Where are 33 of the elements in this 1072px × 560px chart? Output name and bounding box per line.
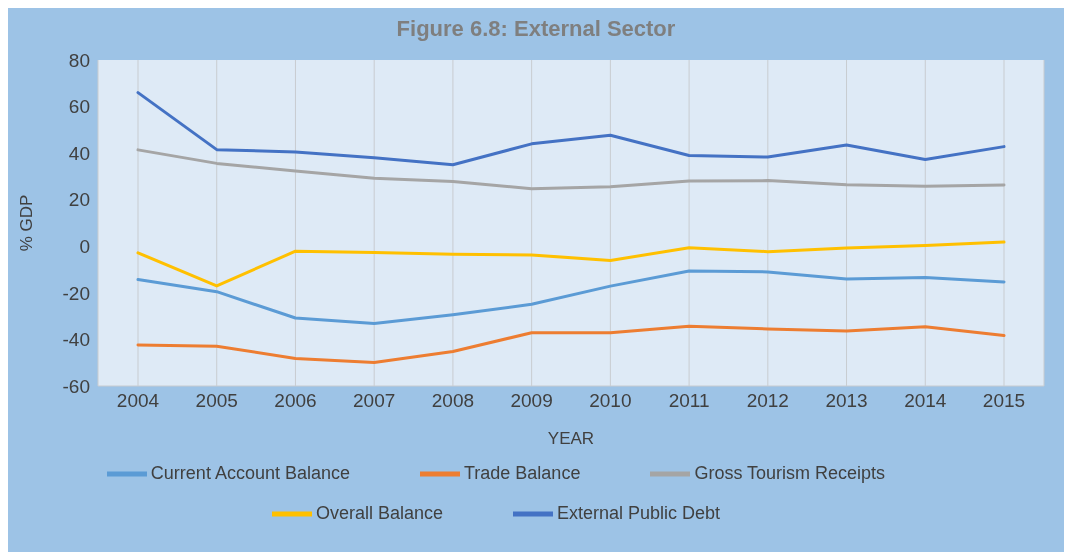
y-tick-label: 40 bbox=[68, 142, 90, 164]
x-tick-label: 2004 bbox=[116, 390, 160, 412]
y-tick-label: -20 bbox=[62, 282, 90, 304]
legend-label: External Public Debt bbox=[556, 502, 721, 523]
x-tick-label: 2010 bbox=[589, 390, 632, 412]
x-axis-title: YEAR bbox=[547, 429, 595, 448]
legend-label: Overall Balance bbox=[315, 502, 443, 523]
y-tick-label: 60 bbox=[68, 96, 90, 118]
x-tick-label: 2013 bbox=[825, 390, 868, 412]
line-series bbox=[136, 91, 1006, 167]
x-tick-label: 2008 bbox=[431, 390, 475, 412]
y-tick-label: 20 bbox=[68, 189, 90, 211]
legend-label: Current Account Balance bbox=[150, 462, 350, 483]
line-series bbox=[136, 148, 1006, 191]
x-tick-label: 2005 bbox=[195, 390, 238, 412]
y-tick-label: -40 bbox=[62, 329, 90, 351]
chart-title: Figure 6.8: External Sector bbox=[395, 15, 677, 43]
y-tick-label: 0 bbox=[79, 236, 90, 258]
x-tick-label: 2011 bbox=[668, 390, 710, 412]
y-tick-label: 80 bbox=[68, 49, 90, 71]
legend-label: Gross Tourism Receipts bbox=[694, 462, 886, 483]
line-series bbox=[136, 324, 1006, 364]
x-tick-label: 2006 bbox=[274, 390, 317, 412]
x-tick-label: 2015 bbox=[982, 390, 1026, 412]
legend-label: Trade Balance bbox=[463, 462, 581, 483]
line-series bbox=[136, 240, 1006, 288]
x-tick-label: 2007 bbox=[353, 390, 396, 412]
line-series bbox=[136, 269, 1006, 326]
y-axis-title: % GDP bbox=[17, 194, 37, 252]
x-tick-label: 2009 bbox=[510, 390, 553, 412]
x-tick-label: 2014 bbox=[904, 390, 947, 412]
y-tick-label: -60 bbox=[62, 375, 90, 397]
x-tick-label: 2012 bbox=[746, 390, 789, 412]
